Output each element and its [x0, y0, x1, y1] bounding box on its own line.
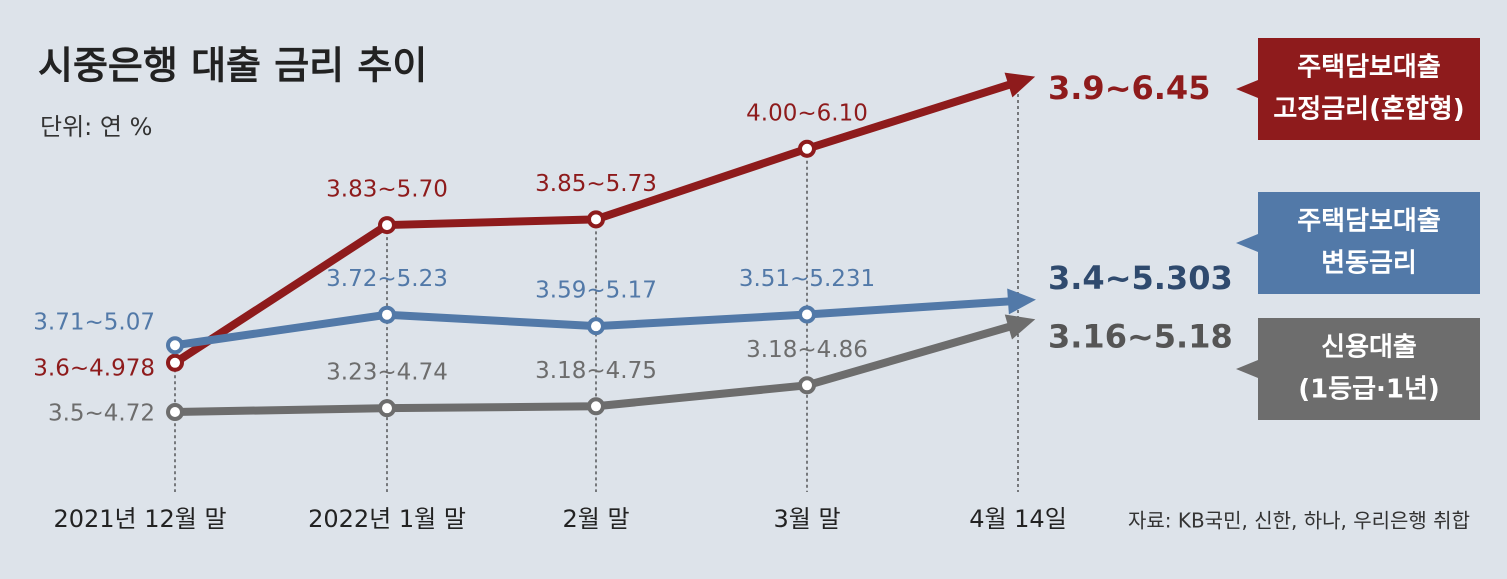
point [587, 317, 605, 336]
legend-box [1258, 318, 1480, 420]
value-label: 3.4~5.303 [1048, 259, 1233, 297]
point [378, 216, 396, 235]
value-label: 3.83~5.70 [326, 177, 448, 203]
legend-pointer [1236, 234, 1258, 252]
x-tick-label: 2022년 1월 말 [308, 505, 466, 533]
point [378, 399, 396, 418]
legend-label: 주택담보대출 [1297, 53, 1441, 83]
arrow-head [1004, 314, 1036, 340]
value-label: 3.5~4.72 [48, 401, 155, 427]
value-label: 3.6~4.978 [33, 355, 155, 381]
source-note: 자료: KB국민, 신한, 하나, 우리은행 취합 [1128, 509, 1470, 533]
point [378, 305, 396, 324]
value-label: 3.18~4.86 [746, 337, 868, 363]
arrow-head [1004, 72, 1036, 98]
value-label: 4.00~6.10 [746, 100, 868, 126]
point [798, 305, 816, 324]
x-tick-label: 2월 말 [562, 505, 629, 533]
value-label: 3.18~4.75 [535, 358, 657, 384]
value-label: 3.59~5.17 [535, 278, 657, 304]
point [166, 353, 184, 372]
value-label: 3.16~5.18 [1048, 317, 1233, 355]
arrow-head [1007, 288, 1036, 315]
legend-label: (1등급·1년) [1298, 375, 1440, 405]
value-label: 3.85~5.73 [535, 171, 657, 197]
value-label: 3.71~5.07 [33, 310, 155, 336]
legend-box [1258, 38, 1480, 140]
point [798, 139, 816, 158]
point [587, 397, 605, 416]
legend-box [1258, 192, 1480, 294]
value-label: 3.23~4.74 [326, 360, 448, 386]
x-tick-label: 2021년 12월 말 [53, 505, 226, 533]
legend-label: 신용대출 [1321, 333, 1417, 363]
legend-label: 고정금리(혼합형) [1273, 95, 1464, 125]
legend-label: 변동금리 [1321, 249, 1417, 279]
chart-subtitle: 단위: 연 % [40, 113, 152, 141]
legend-pointer [1236, 80, 1258, 98]
legend-pointer [1236, 360, 1258, 378]
point [798, 376, 816, 395]
value-label: 3.72~5.23 [326, 266, 448, 292]
point [166, 403, 184, 421]
point [587, 210, 605, 229]
value-label: 3.51~5.231 [739, 266, 875, 292]
chart-title: 시중은행 대출 금리 추이 [38, 44, 427, 88]
point [166, 336, 184, 355]
x-tick-label: 4월 14일 [969, 505, 1067, 533]
legend-label: 주택담보대출 [1297, 207, 1441, 237]
x-tick-label: 3월 말 [773, 505, 840, 533]
value-label: 3.9~6.45 [1048, 69, 1210, 107]
